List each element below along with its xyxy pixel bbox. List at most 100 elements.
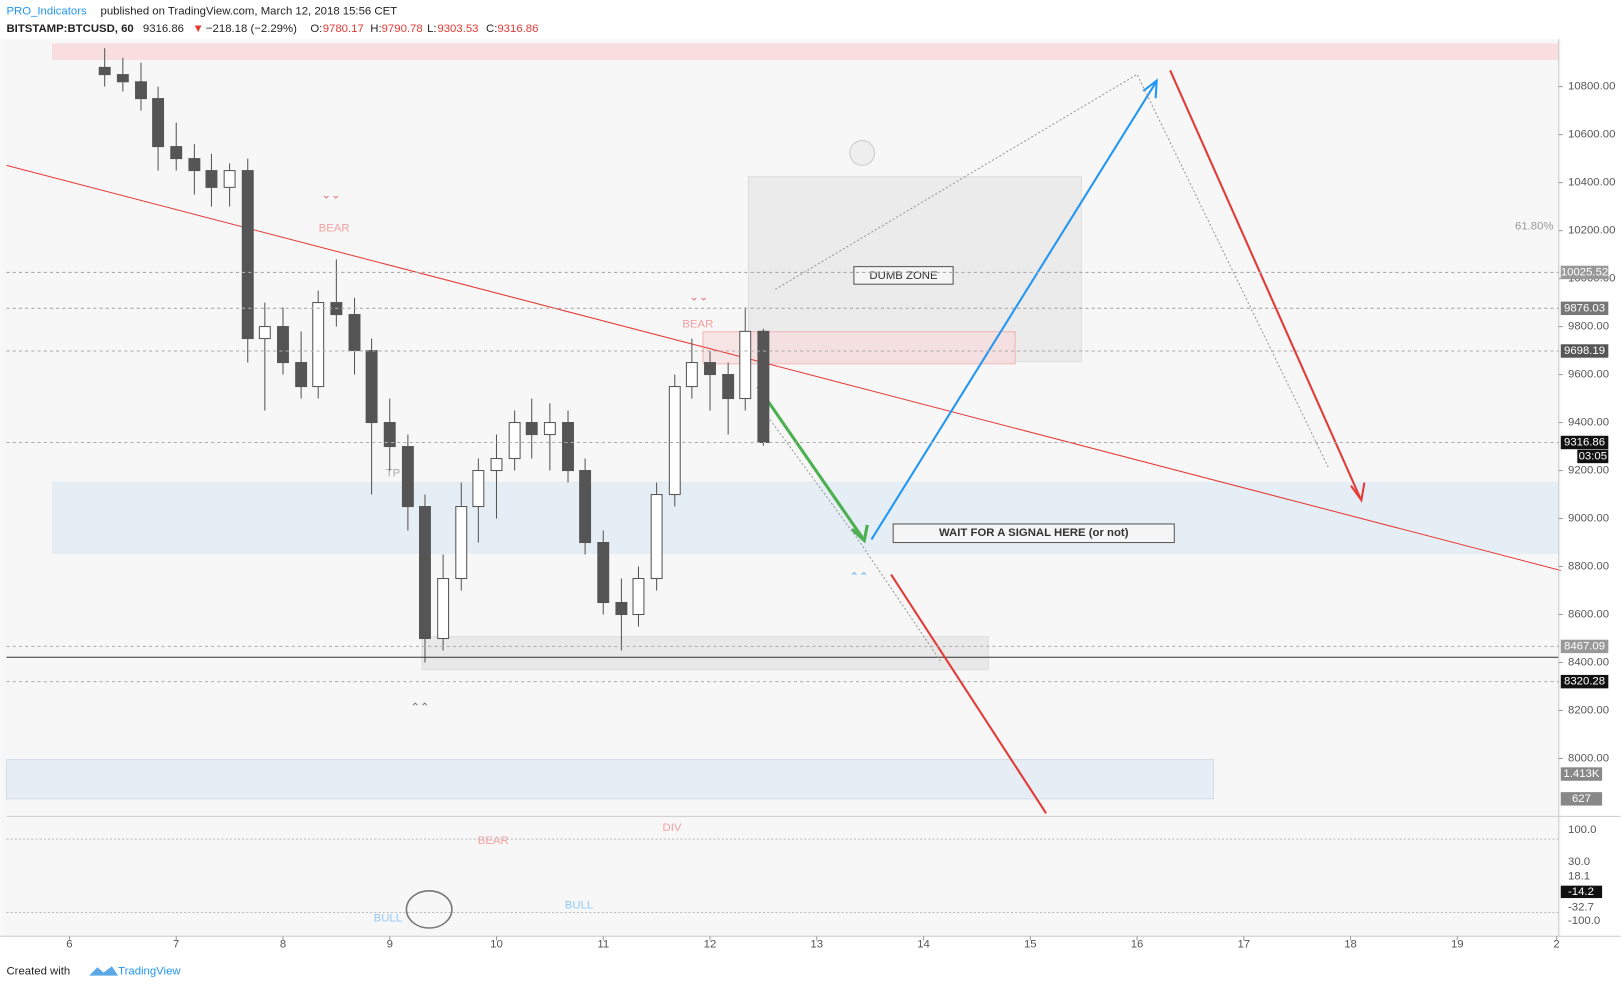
candle-body <box>152 98 165 148</box>
arrow-head <box>1350 482 1366 503</box>
candle-body <box>258 326 271 340</box>
volume-tag-label: 1.413K <box>1563 768 1599 780</box>
candle-body <box>188 158 201 172</box>
circle-drawing <box>405 890 453 929</box>
candle-body <box>223 170 236 188</box>
candle-body <box>597 542 610 604</box>
price-tag-label: 8320.28 <box>1564 676 1605 688</box>
osc-tag <box>1560 885 1603 899</box>
candle-body <box>419 506 431 640</box>
osc-tick-label: -100.0 <box>1568 915 1600 927</box>
x-tick-label: 18 <box>1344 939 1357 951</box>
candle-body <box>455 506 468 580</box>
candle-body <box>579 470 592 544</box>
ohlc-key: C: <box>486 23 497 35</box>
ohlc-value: 9780.17 <box>323 23 364 35</box>
annotation: BULL <box>565 899 593 911</box>
annotation: DUMB ZONE <box>869 270 938 282</box>
osc-tick-label: 30.0 <box>1568 856 1590 868</box>
label-box <box>892 523 1175 544</box>
symbol: BITSTAMP:BTCUSD, 60 <box>6 23 133 35</box>
candle-body <box>205 170 218 188</box>
x-tick-label: 6 <box>66 939 72 951</box>
annotation: DIV <box>663 822 682 834</box>
y-tick-label: 8200.00 <box>1568 704 1609 716</box>
candle-body <box>437 578 450 640</box>
x-tick-label: 16 <box>1131 939 1144 951</box>
x-tick-label: 8 <box>280 939 286 951</box>
y-tick-label: 9200.00 <box>1568 465 1609 477</box>
price-tag <box>1560 639 1609 654</box>
price-tag <box>1560 435 1609 450</box>
price-tag-label: 9698.19 <box>1564 345 1605 357</box>
annotation: BEAR <box>478 835 509 847</box>
x-tick-label: 9 <box>387 939 393 951</box>
candle-body <box>135 81 147 100</box>
osc-tick-label: -32.7 <box>1568 901 1594 913</box>
candle-body <box>277 326 289 364</box>
logo <box>89 966 119 976</box>
author[interactable]: PRO_Indicators <box>6 5 87 17</box>
blue-arrow <box>870 82 1157 541</box>
candle-body <box>401 446 414 508</box>
ohlc-value: 9790.78 <box>382 23 423 35</box>
volume-tag <box>1560 792 1603 806</box>
green-arrow <box>756 385 864 539</box>
annotation: 61.80% <box>1515 220 1554 232</box>
candle-body <box>757 330 770 444</box>
y-tick-label: 8400.00 <box>1568 657 1609 669</box>
volume-band <box>5 759 1215 800</box>
resistance-band <box>51 43 1559 60</box>
candle-body <box>365 350 378 424</box>
x-tick-label: 19 <box>1451 939 1464 951</box>
footer: Created with TradingView <box>6 965 181 977</box>
price-tag <box>1560 674 1609 689</box>
price-tag-label: 9876.03 <box>1564 302 1605 314</box>
candle-body <box>562 422 574 472</box>
ohlc-key: L: <box>427 23 436 35</box>
annotation: BEAR <box>682 318 713 330</box>
published: published on TradingView.com, March 12, … <box>101 5 398 17</box>
projection <box>775 73 1329 468</box>
candle-body <box>348 314 361 352</box>
candle-body <box>543 422 556 436</box>
countdown-tag <box>1577 449 1609 464</box>
candle-body <box>685 362 698 388</box>
candle-body <box>704 362 716 376</box>
y-tick-label: 9000.00 <box>1568 513 1609 525</box>
x-tick-label: 15 <box>1024 939 1037 951</box>
y-tick-label: 10400.00 <box>1568 177 1615 189</box>
candle-body <box>508 422 521 460</box>
demand-box <box>421 636 989 671</box>
trend-line <box>6 164 1561 571</box>
osc-tick-label: 18.1 <box>1568 870 1590 882</box>
candle-body <box>632 578 645 616</box>
drawings: ⌄⌄ ⌄⌄ ⌃⌃ ⌃⌃ DUMB ZONE WAIT FOR A SIGNAL … <box>5 43 1561 929</box>
brand[interactable]: TradingView <box>118 965 181 977</box>
annotation: TP <box>386 467 401 479</box>
candle-body <box>668 386 681 496</box>
created: Created with <box>6 965 70 977</box>
x-tick-label: 10 <box>490 939 503 951</box>
ohlc-key: O: <box>310 23 322 35</box>
candle-body <box>312 302 325 388</box>
ohlc-value: 9316.86 <box>497 23 538 35</box>
candle-body <box>650 494 663 580</box>
y-tick-label: 8800.00 <box>1568 561 1609 573</box>
candle-body <box>525 422 538 436</box>
candle-body <box>490 458 503 472</box>
price-tag <box>1560 301 1609 316</box>
y-tick-label: 10800.00 <box>1568 81 1615 93</box>
clock-icon <box>849 140 876 166</box>
x-tick-label: 14 <box>917 939 930 951</box>
red-line <box>890 574 1047 814</box>
arrow-head <box>1142 78 1158 99</box>
candle-body <box>383 422 396 448</box>
annotation: BEAR <box>319 222 350 234</box>
price-tag-label: 8467.09 <box>1564 640 1605 652</box>
candle-body <box>98 66 111 76</box>
candle-body <box>170 146 183 160</box>
candle-body <box>116 74 129 83</box>
header: PRO_Indicators published on TradingView.… <box>6 5 538 35</box>
